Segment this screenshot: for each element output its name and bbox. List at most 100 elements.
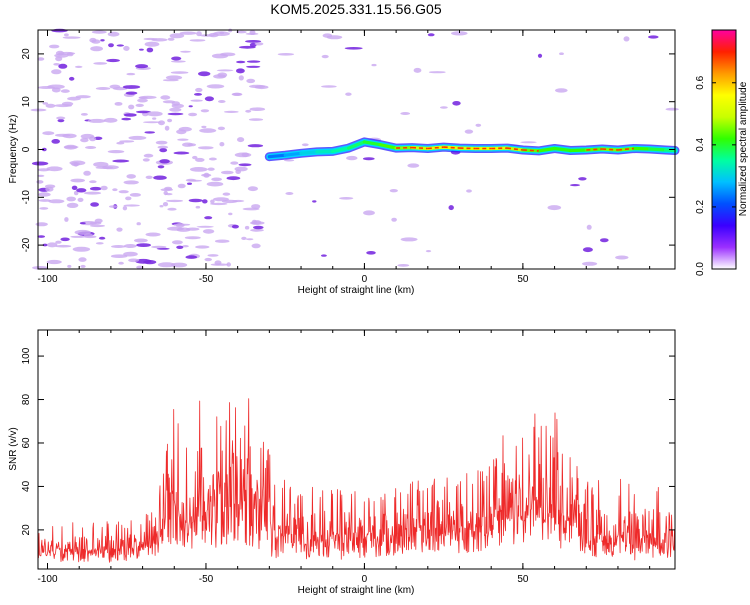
spectrogram-noise-blob [648, 35, 659, 38]
spectrogram-y-tick-label: 0 [21, 146, 32, 152]
spectrogram-noise-blob [250, 229, 264, 232]
spectrogram-noise-blob [559, 52, 564, 55]
spectrogram-noise-blob [63, 36, 81, 38]
colorbar-tick-label: 0.0 [695, 262, 706, 276]
spectrogram-noise-blob [136, 104, 144, 107]
spectrogram-noise-blob [165, 126, 170, 131]
spectrogram-noise-blob [96, 87, 111, 90]
spectrogram-noise-blob [70, 236, 86, 238]
spectrogram-noise-blob [245, 226, 249, 230]
spectrogram-noise-blob [440, 106, 448, 109]
spectrogram-noise-blob [201, 109, 209, 112]
spectrogram-noise-blob [242, 153, 249, 158]
spectrogram-noise-blob [38, 86, 55, 89]
spectrogram-noise-blob [249, 107, 265, 111]
spectrogram-noise-blob [37, 235, 45, 238]
spectrogram-noise-blob [407, 163, 419, 167]
spectrogram-noise-blob [137, 222, 141, 225]
snr-y-tick-label: 80 [21, 394, 32, 406]
snr-y-tick-label: 20 [21, 524, 32, 536]
spectrogram-noise-blob [363, 210, 375, 215]
spectrogram-noise-blob [158, 165, 165, 168]
spectrogram-noise-blob [246, 33, 259, 35]
spectrogram-noise-blob [51, 139, 60, 144]
spectrogram-noise-blob [312, 200, 316, 202]
spectrogram-noise-blob [119, 190, 129, 193]
spectrogram-noise-blob [134, 239, 148, 243]
spectrogram-noise-blob [322, 55, 329, 58]
spectrogram-noise-blob [252, 244, 261, 249]
spectrogram-noise-blob [124, 113, 137, 116]
spectrogram-noise-blob [176, 246, 183, 249]
spectrogram-noise-blob [465, 130, 473, 134]
track-segment [650, 149, 666, 150]
spectrogram-noise-blob [139, 96, 157, 99]
spectrogram-y-tick-label: -10 [21, 190, 32, 205]
spectrogram-noise-blob [208, 168, 215, 171]
spectrogram-noise-blob [363, 157, 375, 160]
spectrogram-noise-blob [93, 62, 107, 65]
spectrogram-noise-blob [130, 193, 141, 197]
spectrogram-noise-blob [207, 84, 225, 88]
spectrogram-noise-blob [144, 38, 158, 40]
snr-x-tick-label: 0 [362, 574, 368, 585]
snr-x-label: Height of straight line (km) [298, 585, 415, 596]
spectrogram-noise-blob [64, 33, 69, 36]
spectrogram-noise-blob [67, 97, 81, 101]
track-segment [301, 152, 317, 153]
spectrogram-noise-blob [191, 100, 203, 102]
track-segment [317, 151, 333, 152]
spectrogram-noise-blob [600, 238, 609, 242]
spectrogram-noise-blob [123, 206, 127, 210]
spectrogram-noise-blob [36, 222, 48, 226]
spectrogram-noise-blob [232, 225, 239, 229]
spectrogram-noise-blob [117, 44, 124, 46]
spectrogram-noise-blob [190, 39, 206, 41]
spectrogram-noise-blob [163, 79, 179, 81]
spectrogram-noise-blob [54, 104, 72, 107]
spectrogram-noise-blob [176, 223, 185, 227]
spectrogram-noise-blob [215, 260, 222, 265]
spectrogram-noise-blob [236, 68, 245, 73]
spectrogram-noise-blob [209, 158, 217, 161]
spectrogram-noise-blob [110, 85, 121, 89]
colorbar-tick-label: 0.4 [695, 137, 706, 151]
spectrogram-noise-blob [96, 166, 114, 169]
spectrogram-noise-blob [146, 176, 153, 179]
spectrogram-noise-blob [125, 197, 131, 201]
spectrogram-noise-blob [76, 188, 86, 192]
spectrogram-noise-blob [172, 240, 183, 244]
spectrogram-noise-blob [400, 112, 410, 115]
spectrogram-noise-blob [170, 33, 185, 38]
spectrogram-noise-blob [255, 85, 269, 89]
spectrogram-noise-blob [32, 162, 48, 166]
snr-y-tick-label: 100 [21, 347, 32, 364]
spectrogram-noise-blob [192, 156, 197, 159]
spectrogram-noise-blob [449, 205, 454, 210]
spectrogram-noise-blob [92, 30, 107, 33]
spectrogram-noise-blob [159, 159, 170, 163]
spectrogram-noise-blob [236, 61, 245, 64]
spectrogram-noise-blob [248, 186, 258, 191]
spectrogram-noise-blob [171, 263, 187, 268]
spectrogram-noise-blob [209, 33, 219, 37]
spectrogram-noise-blob [146, 233, 161, 237]
spectrogram-noise-blob [239, 163, 252, 166]
spectrogram-noise-blob [190, 167, 208, 172]
spectrogram-noise-blob [429, 71, 446, 73]
spectrogram-noise-blob [185, 236, 201, 239]
spectrogram-x-label: Height of straight line (km) [298, 285, 415, 296]
spectrogram-noise-blob [321, 85, 337, 88]
spectrogram-noise-blob [207, 182, 224, 187]
spectrogram-noise-blob [391, 218, 397, 222]
spectrogram-noise-blob [42, 102, 48, 105]
spectrogram-noise-blob [171, 60, 186, 62]
spectrogram-noise-blob [428, 33, 435, 36]
spectrogram-noise-blob [232, 93, 242, 96]
spectrogram-noise-blob [45, 187, 53, 192]
spectrogram-noise-blob [414, 68, 422, 73]
spectrogram-noise-blob [137, 99, 148, 103]
spectrogram-noise-blob [555, 88, 568, 92]
